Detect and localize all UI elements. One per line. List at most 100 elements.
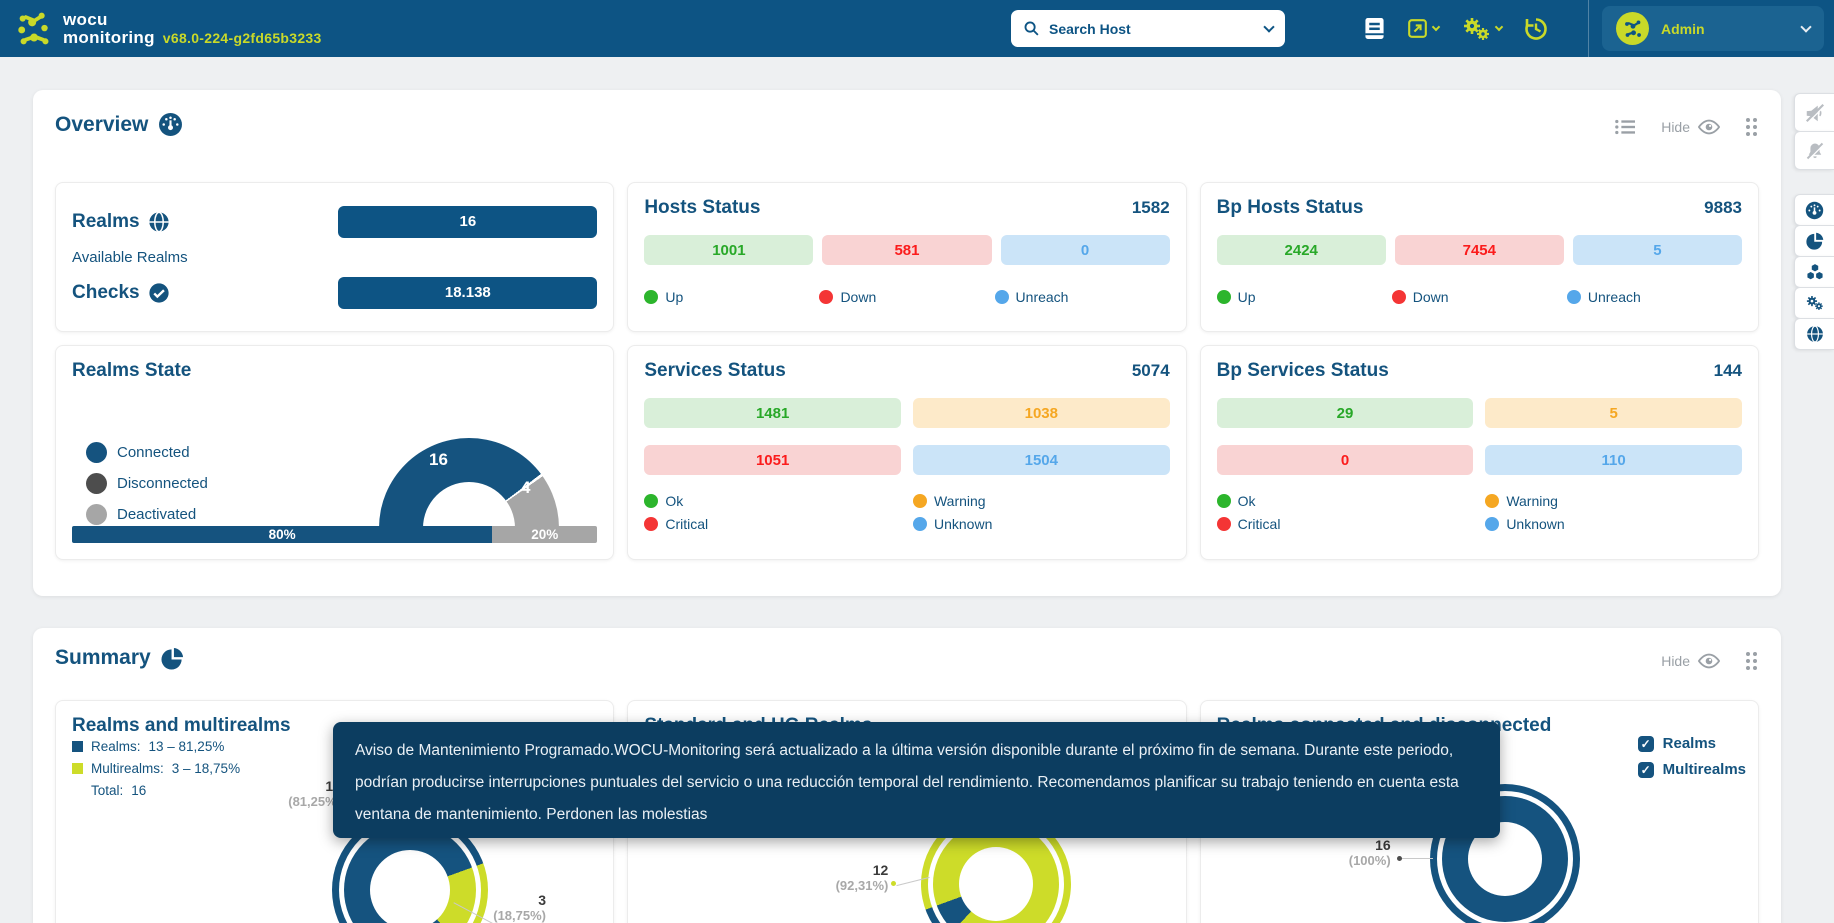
realms-checkbox[interactable]: ✓ [1637, 735, 1654, 752]
unreach-dot-icon [1566, 290, 1581, 304]
gauge-connected-value: 16 [429, 450, 448, 469]
hosts-down-pill[interactable]: 581 [822, 235, 992, 265]
cubes-icon [1806, 264, 1823, 280]
navbar-divider [1588, 0, 1589, 57]
hosts-status-panel: Hosts Status 1582 1001 581 0 Up Down Unr… [627, 182, 1187, 332]
chevron-down-icon [1494, 22, 1504, 31]
bp-hosts-unreach-pill[interactable]: 5 [1572, 235, 1742, 265]
list-icon[interactable] [1615, 118, 1636, 136]
chevron-down-icon [1431, 22, 1441, 31]
overview-hide-button[interactable]: Hide [1661, 119, 1720, 135]
multirealms-slice-label: 3 (18,75%) [493, 892, 546, 923]
services-warning-pill[interactable]: 1038 [912, 398, 1170, 428]
services-critical-pill[interactable]: 1051 [644, 445, 901, 475]
gears-icon [1464, 17, 1489, 40]
hosts-unreach-pill[interactable]: 0 [1000, 235, 1170, 265]
realms-connected-donut-chart [1429, 784, 1580, 923]
realms-tab[interactable] [1794, 318, 1834, 350]
bp-hosts-status-panel: Bp Hosts Status 9883 2424 7454 5 Up Down… [1199, 182, 1759, 332]
multirealms-checkbox[interactable]: ✓ [1637, 761, 1654, 778]
services-status-title: Services Status [644, 360, 786, 381]
hosts-status-total: 1582 [1131, 198, 1170, 217]
summary-hide-button[interactable]: Hide [1661, 653, 1720, 669]
chevron-down-icon [1263, 20, 1275, 33]
connected-pct-segment: 80% [72, 526, 493, 543]
docs-button[interactable] [1358, 13, 1391, 44]
realms-state-bar-chart: 80% 20% [72, 526, 598, 543]
legend-ok: Ok [644, 493, 901, 509]
summary-title: Summary [55, 646, 151, 669]
realms-multirealms-title: Realms and multirealms [72, 715, 291, 736]
bell-muted-icon [1806, 142, 1824, 160]
legend-warning: Warning [1485, 493, 1742, 509]
legend-total: Total: 16 [91, 783, 147, 798]
up-dot-icon [1216, 290, 1231, 304]
bp-services-status-panel: Bp Services Status 144 29 5 0 110 Ok War… [1199, 345, 1759, 560]
pie-chart-icon [1805, 232, 1823, 250]
deactivated-pct-segment: 20% [492, 526, 598, 543]
down-dot-icon [819, 290, 834, 304]
overview-tab[interactable] [1794, 194, 1834, 226]
overview-drag-handle[interactable] [1746, 118, 1757, 136]
mute-announcements-tab[interactable] [1794, 93, 1834, 132]
navbar-icons [1358, 0, 1554, 57]
hosts-up-pill[interactable]: 1001 [644, 235, 814, 265]
legend-up: Up [644, 289, 819, 305]
user-menu[interactable]: Admin [1602, 6, 1824, 51]
bp-services-warning-pill[interactable]: 5 [1485, 398, 1742, 428]
services-unknown-pill[interactable]: 1504 [912, 445, 1170, 475]
services-ok-pill[interactable]: 1481 [644, 398, 901, 428]
legend-critical: Critical [1216, 516, 1474, 532]
bp-hosts-down-pill[interactable]: 7454 [1394, 235, 1564, 265]
bp-services-critical-pill[interactable]: 0 [1216, 445, 1474, 475]
bp-hosts-up-pill[interactable]: 2424 [1216, 235, 1386, 265]
realms-checks-panel: Realms 16 Available Realms Checks [55, 182, 615, 332]
brand[interactable]: wocu monitoring v68.0-224-g2fd65b3233 [16, 10, 322, 48]
summary-drag-handle[interactable] [1746, 652, 1757, 670]
legend-up: Up [1216, 289, 1392, 305]
hosts-status-title: Hosts Status [644, 197, 761, 218]
avatar-logo-icon [1624, 20, 1641, 37]
maintenance-notice-tooltip: Aviso de Mantenimiento Programado.WOCU-M… [333, 722, 1500, 838]
bp-hosts-status-total: 9883 [1704, 198, 1742, 217]
bp-services-status-total: 144 [1713, 361, 1742, 380]
ok-dot-icon [644, 494, 659, 508]
checks-label: Checks [72, 281, 140, 303]
search-icon [1024, 21, 1039, 36]
summary-tab[interactable] [1794, 225, 1834, 257]
overview-title: Overview [55, 112, 149, 136]
up-dot-icon [644, 290, 659, 304]
aggregation-tab[interactable] [1794, 256, 1834, 288]
legend-ok: Ok [1216, 493, 1474, 509]
gears-icon [1806, 296, 1823, 310]
unknown-dot-icon [1485, 517, 1500, 531]
unknown-dot-icon [912, 517, 927, 531]
realms-checkbox-row[interactable]: ✓ Realms [1637, 735, 1746, 752]
legend-down: Down [819, 289, 994, 305]
settings-menu[interactable] [1455, 12, 1508, 46]
bp-services-status-title: Bp Services Status [1216, 360, 1389, 381]
history-button[interactable] [1518, 13, 1554, 45]
external-links-menu[interactable] [1401, 14, 1445, 43]
settings-tab[interactable] [1794, 287, 1834, 319]
host-search-select[interactable]: Search Host [1011, 10, 1285, 47]
deactivated-dot-icon [86, 504, 107, 525]
brand-line1: wocu [63, 9, 108, 29]
megaphone-muted-icon [1805, 103, 1825, 123]
connected-slice-label: 16 (100%) [1348, 837, 1391, 869]
down-dot-icon [1391, 290, 1406, 304]
ok-dot-icon [1216, 494, 1231, 508]
avatar [1616, 12, 1649, 45]
disconnected-dot-icon [86, 473, 107, 494]
multirealms-checkbox-row[interactable]: ✓ Multirealms [1637, 761, 1746, 778]
bp-services-ok-pill[interactable]: 29 [1216, 398, 1474, 428]
mute-notifications-tab[interactable] [1794, 131, 1834, 170]
legend-warning: Warning [912, 493, 1170, 509]
bp-services-unknown-pill[interactable]: 110 [1485, 445, 1742, 475]
multirealms-square-icon [72, 763, 83, 774]
legend-down: Down [1391, 289, 1567, 305]
maintenance-notice-text: Aviso de Mantenimiento Programado.WOCU-M… [355, 742, 1459, 824]
warning-dot-icon [1485, 494, 1500, 508]
hide-label: Hide [1661, 119, 1690, 135]
available-realms-label: Available Realms [72, 248, 188, 266]
